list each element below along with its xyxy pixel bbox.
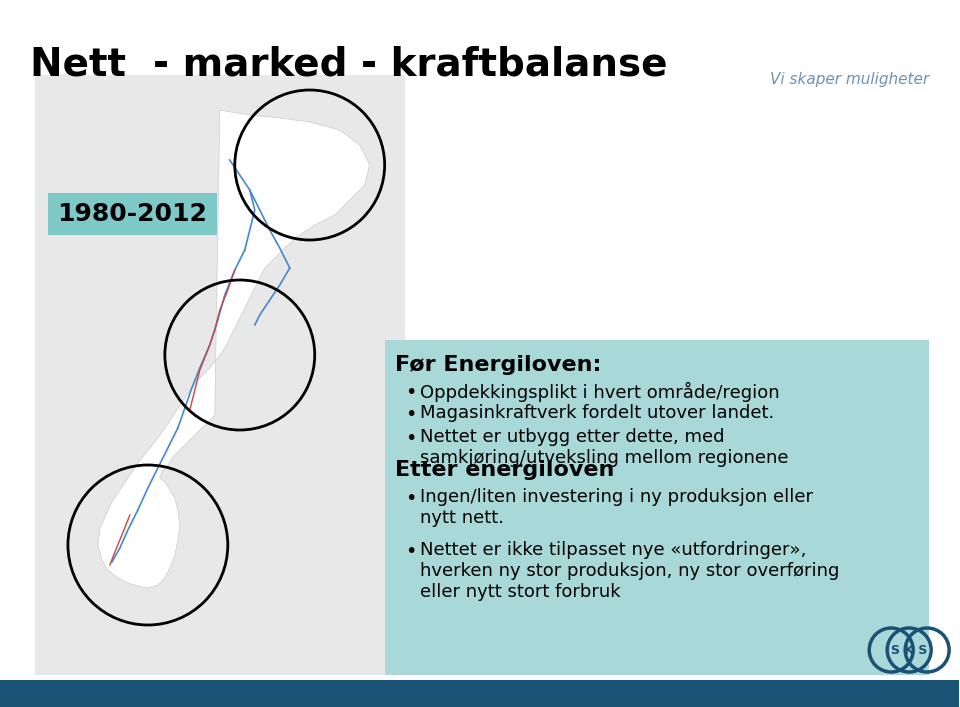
Text: S K S: S K S bbox=[891, 643, 927, 657]
Text: Etter energiloven: Etter energiloven bbox=[395, 460, 614, 480]
Text: Magasinkraftverk fordelt utover landet.: Magasinkraftverk fordelt utover landet. bbox=[420, 404, 774, 422]
Text: •: • bbox=[404, 405, 416, 424]
Text: •: • bbox=[404, 542, 416, 561]
Text: Vi skaper muligheter: Vi skaper muligheter bbox=[770, 72, 929, 87]
FancyBboxPatch shape bbox=[0, 680, 959, 707]
Text: Nettet er utbygg etter dette, med
samkjøring/utveksling mellom regionene: Nettet er utbygg etter dette, med samkjø… bbox=[420, 428, 788, 467]
Text: Nett  - marked - kraftbalanse: Nett - marked - kraftbalanse bbox=[30, 45, 667, 83]
Text: Ingen/liten investering i ny produksjon eller
nytt nett.: Ingen/liten investering i ny produksjon … bbox=[420, 488, 812, 527]
Text: Nettet er ikke tilpasset nye «utfordringer»,
hverken ny stor produksjon, ny stor: Nettet er ikke tilpasset nye «utfordring… bbox=[420, 541, 839, 601]
Text: 1980-2012: 1980-2012 bbox=[57, 202, 206, 226]
FancyBboxPatch shape bbox=[385, 340, 929, 675]
Text: Før Energiloven:: Før Energiloven: bbox=[395, 355, 601, 375]
FancyBboxPatch shape bbox=[48, 193, 217, 235]
FancyBboxPatch shape bbox=[35, 75, 404, 675]
Polygon shape bbox=[98, 110, 370, 588]
Text: Oppdekkingsplikt i hvert område/region: Oppdekkingsplikt i hvert område/region bbox=[420, 382, 780, 402]
Text: •: • bbox=[404, 383, 416, 402]
Text: •: • bbox=[404, 429, 416, 448]
Text: •: • bbox=[404, 489, 416, 508]
